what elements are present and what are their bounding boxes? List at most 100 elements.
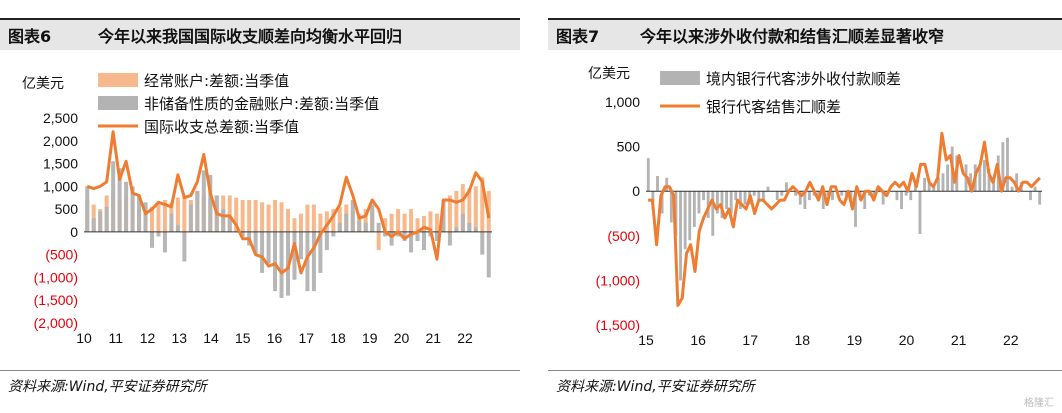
left-y-tick-label: (500)	[45, 247, 78, 263]
right-bar-1	[927, 182, 931, 192]
right-bar-1	[743, 191, 747, 205]
right-bar-1	[697, 191, 701, 214]
right-bar-1	[674, 191, 678, 236]
left-bar-1	[240, 200, 245, 232]
left-x-tick-label: 21	[425, 330, 441, 346]
left-bar-2	[370, 204, 375, 232]
left-bar-1	[305, 204, 310, 232]
left-bar-2	[130, 186, 135, 232]
left-y-tick-label: 2,000	[43, 133, 78, 149]
right-bar-1	[1006, 137, 1009, 192]
right-bar-1	[785, 182, 788, 192]
left-bar-2	[124, 181, 129, 232]
left-bar-2	[441, 200, 446, 232]
left-bar-2	[331, 231, 336, 237]
left-bar-1	[260, 202, 265, 232]
left-bar-2	[98, 211, 103, 232]
right-unit-label: 亿美元	[588, 66, 630, 82]
right-legend-label: 境内银行代客涉外收付款顺差	[706, 70, 901, 88]
left-x-tick-label: 11	[108, 330, 123, 346]
right-title-bar: 图表7 今年以来涉外收付款和结售汇顺差显著收窄	[548, 18, 1062, 50]
left-bar-2	[279, 231, 284, 298]
right-bar-1	[808, 191, 811, 201]
left-bar-2	[480, 231, 485, 255]
right-bar-1	[1001, 142, 1005, 192]
left-bar-1	[266, 204, 271, 232]
right-bar-1	[757, 191, 761, 201]
left-bar-1	[402, 213, 407, 232]
left-bar-2	[137, 195, 142, 232]
left-bar-2	[324, 231, 329, 251]
left-bar-1	[318, 213, 323, 232]
left-bar-2	[376, 222, 381, 232]
left-bar-1	[175, 197, 180, 232]
left-bar-2	[117, 168, 122, 232]
left-bar-1	[156, 204, 161, 232]
left-y-tick-label: 2,500	[43, 110, 78, 126]
right-bar-1	[900, 191, 903, 210]
right-bar-1	[881, 191, 885, 205]
right-x-tick-label: 21	[951, 332, 967, 348]
left-bar-1	[182, 195, 187, 232]
right-bar-1	[978, 164, 982, 192]
right-bar-1	[725, 191, 729, 210]
left-x-tick-label: 18	[330, 330, 346, 346]
right-x-tick-label: 17	[742, 332, 758, 348]
left-bar-2	[221, 209, 226, 232]
right-x-tick-label: 22	[1003, 332, 1019, 348]
left-x-tick-label: 12	[140, 330, 156, 346]
left-y-tick-label: (1,000)	[34, 269, 78, 285]
left-bar-2	[363, 222, 368, 232]
left-bar-2	[292, 231, 297, 280]
right-bar-1	[761, 191, 765, 201]
left-bar-1	[298, 213, 303, 232]
right-bar-1	[831, 191, 834, 201]
left-bar-1	[149, 206, 155, 232]
right-bar-1	[738, 191, 742, 210]
left-bar-2	[350, 200, 355, 232]
left-y-tick-label: (1,500)	[34, 292, 78, 308]
right-figure: 图表7 今年以来涉外收付款和结售汇顺差显著收窄 亿美元 1,000 500 0 (500…	[548, 0, 1062, 413]
left-x-tick-label: 16	[267, 330, 283, 346]
left-bar-1	[454, 190, 459, 232]
left-bar-2	[396, 231, 401, 237]
right-figure-title: 今年以来涉外收付款和结售汇顺差显著收窄	[640, 27, 945, 46]
right-bar-1	[734, 191, 738, 201]
right-bar-1	[863, 191, 867, 210]
left-bar-2	[208, 174, 213, 232]
left-bar-1	[396, 209, 401, 232]
right-bar-1	[849, 191, 853, 201]
right-bar-1	[669, 191, 673, 223]
left-bar-2	[91, 218, 96, 232]
right-bar-1	[1010, 186, 1014, 192]
left-bar-2	[149, 231, 155, 248]
left-x-tick-label: 15	[235, 330, 251, 346]
left-bar-2	[460, 213, 465, 232]
right-source-note: 资料来源:Wind,平安证券研究所	[556, 379, 755, 395]
right-bar-1	[665, 177, 669, 192]
left-bar-1	[447, 195, 452, 232]
right-bar-1	[826, 191, 830, 196]
right-y-tick-label: (1,500)	[596, 317, 640, 333]
left-bar-2	[415, 231, 420, 241]
right-bar-1	[932, 186, 936, 192]
left-bar-1	[253, 200, 258, 232]
right-bar-1	[679, 191, 682, 281]
left-bar-2	[434, 231, 439, 241]
left-bar-1	[279, 202, 284, 232]
left-bar-2	[162, 231, 167, 253]
left-figure-title: 今年以来我国国际收支顺差向均衡水平回归	[98, 27, 403, 46]
right-bar-1	[946, 164, 950, 192]
left-bar-1	[460, 184, 465, 232]
right-y-tick-label: 500	[617, 139, 641, 155]
left-x-tick-label: 17	[298, 330, 314, 346]
left-bar-2	[344, 213, 349, 232]
left-bar-1	[234, 197, 239, 232]
left-bar-2	[253, 231, 258, 255]
right-bar-1	[683, 191, 687, 250]
left-bar-1	[415, 218, 420, 232]
left-x-tick-label: 19	[362, 330, 378, 346]
right-bar-1	[803, 191, 807, 210]
left-bar-2	[266, 231, 271, 264]
right-bar-1	[923, 177, 927, 192]
